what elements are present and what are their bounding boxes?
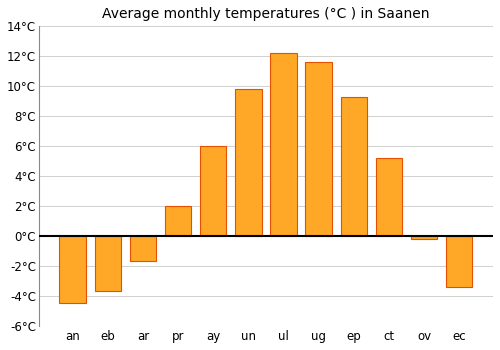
Bar: [306, 62, 332, 236]
Bar: [446, 236, 472, 287]
Bar: [376, 158, 402, 236]
Bar: [94, 236, 121, 292]
Bar: [411, 236, 438, 239]
Title: Average monthly temperatures (°C ) in Saanen: Average monthly temperatures (°C ) in Sa…: [102, 7, 430, 21]
Bar: [340, 97, 367, 236]
Bar: [165, 206, 192, 236]
Bar: [270, 53, 296, 236]
Bar: [130, 236, 156, 261]
Bar: [200, 146, 226, 236]
Bar: [235, 89, 262, 236]
Bar: [60, 236, 86, 303]
